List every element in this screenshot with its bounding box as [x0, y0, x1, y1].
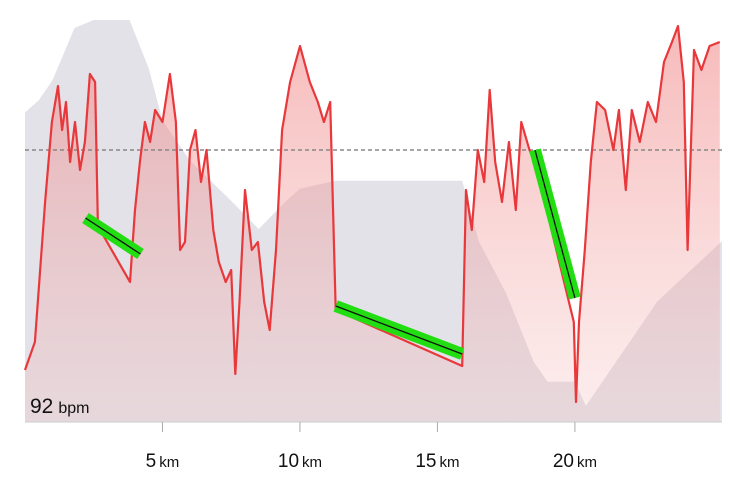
hr-line: [23, 24, 721, 404]
x-tick-value: 20: [553, 451, 574, 472]
x-tick-unit: km: [577, 454, 597, 471]
x-tick-label: 5 km: [146, 451, 180, 472]
x-tick-unit: km: [439, 454, 459, 471]
x-tick-value: 5: [146, 451, 157, 472]
x-tick-unit: km: [159, 454, 179, 471]
x-tick-unit: km: [302, 454, 322, 471]
plot: 5 km 10 km 15 km 20 km: [23, 20, 722, 472]
min-value: 92: [30, 395, 53, 418]
x-tick-value: 10: [278, 451, 299, 472]
highlight-core: [85, 217, 141, 255]
x-tick-label: 15 km: [415, 451, 459, 472]
highlight-core: [335, 305, 463, 355]
highlight-core: [534, 149, 576, 299]
min-label: 92 bpm: [30, 395, 89, 418]
min-unit: bpm: [58, 400, 89, 417]
x-tick-value: 15: [415, 451, 436, 472]
hr-area: [25, 26, 720, 422]
x-tick-label: 10 km: [278, 451, 322, 472]
x-tick-label: 20 km: [553, 451, 597, 472]
